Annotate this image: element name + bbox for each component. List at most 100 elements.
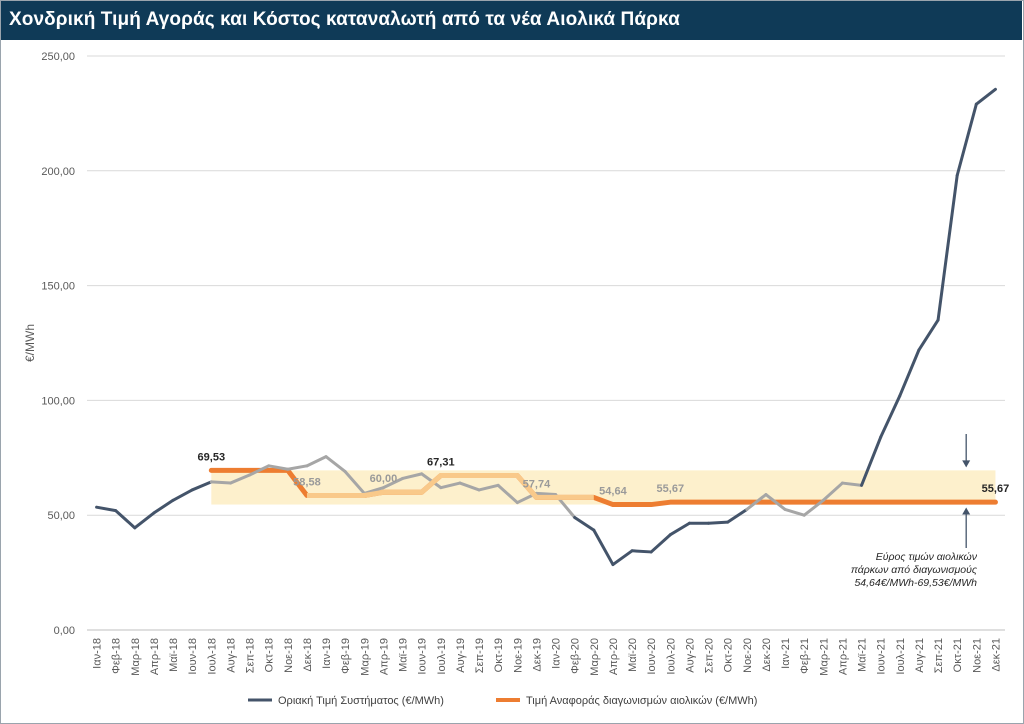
x-tick-label: Ιουν-18 <box>187 638 199 675</box>
y-tick-label: 200,00 <box>41 166 75 178</box>
x-tick-label: Σεπ-20 <box>704 638 716 673</box>
annotation-text: πάρκων από διαγωνισμούς <box>851 564 978 576</box>
x-tick-label: Ιουλ-20 <box>665 638 677 675</box>
x-tick-label: Οκτ-18 <box>264 638 276 672</box>
x-tick-label: Απρ-21 <box>837 638 849 675</box>
x-tick-label: Νοε-21 <box>971 638 983 673</box>
series-market-price-segment <box>133 511 156 530</box>
series-market-price-segment <box>171 488 194 502</box>
x-tick-label: Ιουν-19 <box>417 638 429 675</box>
series-market-price-segment <box>324 455 347 474</box>
series-market-price-segment <box>114 509 137 530</box>
series-market-price-segment <box>190 480 213 492</box>
x-tick-label: Σεπ-19 <box>474 638 486 673</box>
series-market-price-segment <box>630 549 653 554</box>
x-tick-label: Οκτ-21 <box>952 638 964 672</box>
x-tick-label: Αυγ-19 <box>455 638 467 673</box>
x-tick-label: Μαϊ-21 <box>857 638 869 672</box>
y-tick-label: 0,00 <box>54 625 75 637</box>
series-market-price-segment <box>974 87 997 106</box>
x-tick-label: Αυγ-20 <box>684 638 696 673</box>
x-tick-label: Μαϊ-18 <box>168 638 180 672</box>
series-market-price-segment <box>955 102 978 177</box>
x-tick-label: Μαϊ-20 <box>627 638 639 672</box>
arrowhead-down-icon <box>962 460 971 468</box>
series-market-price-segment <box>611 549 634 567</box>
series-market-price-segment <box>248 464 271 477</box>
series-market-price-segment <box>477 483 500 492</box>
series-market-price-segment <box>286 464 309 471</box>
x-tick-label: Μαρ-19 <box>359 638 371 676</box>
x-tick-label: Αυγ-21 <box>914 638 926 673</box>
series-market-price-segment <box>267 464 290 471</box>
x-tick-label: Φεβ-18 <box>111 638 123 674</box>
x-tick-label: Φεβ-20 <box>570 638 582 674</box>
x-tick-label: Απρ-18 <box>149 638 161 675</box>
x-tick-label: Νοε-19 <box>512 638 524 673</box>
series-market-price-segment <box>936 173 959 322</box>
x-tick-label: Φεβ-21 <box>799 638 811 674</box>
series-market-price-segment <box>228 473 252 485</box>
series-market-price-segment <box>401 472 424 480</box>
x-tick-label: Απρ-20 <box>608 638 620 675</box>
x-tick-label: Οκτ-20 <box>723 638 735 672</box>
chart-title: Χονδρική Τιμή Αγοράς και Κόστος καταναλω… <box>9 9 680 30</box>
x-tick-label: Μαρ-20 <box>589 638 601 676</box>
series-market-price-segment <box>573 515 596 532</box>
x-tick-label: Ιαν-19 <box>321 638 333 669</box>
series-market-price-segment <box>305 455 328 468</box>
x-tick-label: Δεκ-20 <box>761 638 773 672</box>
legend-label-market-price: Οριακή Τιμή Συστήματος (€/MWh) <box>278 695 444 707</box>
series-reference-price-highlight <box>306 472 594 500</box>
x-tick-label: Σεπ-21 <box>933 638 945 673</box>
data-label: 60,00 <box>370 473 398 485</box>
y-tick-label: 100,00 <box>41 395 75 407</box>
x-tick-label: Νοε-18 <box>283 638 295 673</box>
series-market-price-segment <box>917 318 940 352</box>
x-tick-label: Ιουν-21 <box>876 638 888 675</box>
y-axis-label: €/MWh <box>23 324 37 362</box>
x-tick-label: Απρ-19 <box>378 638 390 675</box>
x-tick-label: Ιαν-18 <box>92 638 104 669</box>
x-tick-label: Δεκ-19 <box>531 638 543 672</box>
series-market-price-segment <box>458 481 481 492</box>
x-tick-label: Οκτ-19 <box>493 638 505 672</box>
arrowhead-up-icon <box>962 507 971 515</box>
series-market-price-segment <box>821 481 844 502</box>
series-market-price-segment <box>152 498 175 515</box>
x-tick-label: Μαρ-21 <box>818 638 830 676</box>
series-market-price-segment <box>726 507 749 524</box>
y-tick-label: 50,00 <box>47 510 75 522</box>
series-market-price-segment <box>668 521 691 537</box>
x-tick-label: Νοε-20 <box>742 638 754 673</box>
annotation-text: 54,64€/MWh-69,53€/MWh <box>854 577 977 589</box>
y-tick-label: 250,00 <box>41 51 75 63</box>
series-market-price-segment <box>783 507 806 517</box>
series-market-price-segment <box>343 470 366 495</box>
data-label: 69,53 <box>198 451 226 463</box>
y-tick-label: 150,00 <box>41 281 75 293</box>
x-tick-label: Δεκ-18 <box>302 638 314 672</box>
series-market-price-segment <box>439 481 462 490</box>
x-tick-label: Ιουλ-19 <box>436 638 448 675</box>
data-label: 67,31 <box>427 456 455 468</box>
series-market-price-segment <box>879 394 902 439</box>
x-tick-label: Ιουν-20 <box>646 638 658 675</box>
x-tick-label: Μαϊ-19 <box>398 638 410 672</box>
annotation-text: Εύρος τιμών αιολικών <box>876 551 978 563</box>
series-market-price-segment <box>802 498 825 517</box>
x-tick-label: Φεβ-19 <box>340 638 352 674</box>
series-market-price-segment <box>381 476 405 490</box>
x-tick-label: Ιουλ-21 <box>895 638 907 675</box>
x-tick-label: Μαρ-18 <box>130 638 142 676</box>
series-market-price-segment <box>209 480 232 485</box>
series-market-price-segment <box>764 493 787 511</box>
series-market-price-segment <box>592 528 615 567</box>
x-tick-label: Ιαν-21 <box>780 638 792 669</box>
x-tick-label: Σεπ-18 <box>245 638 257 673</box>
data-label: 55,67 <box>982 483 1010 495</box>
data-label: 54,64 <box>599 486 627 498</box>
series-market-price-segment <box>496 483 519 505</box>
series-market-price-segment <box>840 481 864 487</box>
